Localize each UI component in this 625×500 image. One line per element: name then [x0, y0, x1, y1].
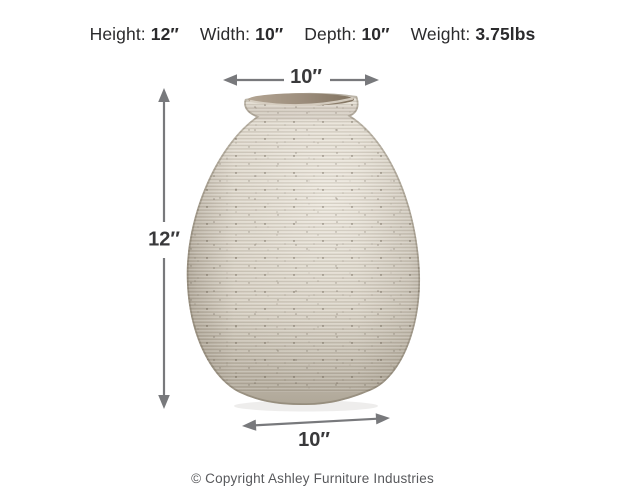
spec-depth-label: Depth: — [304, 24, 357, 44]
height-dimension-label: 12″ — [148, 228, 180, 251]
vase-ground-shadow — [234, 400, 378, 412]
spec-depth-value: 10″ — [361, 24, 390, 44]
depth-dimension-label: 10″ — [298, 429, 330, 451]
depth-arrow-bottom — [242, 413, 390, 431]
vase-rim-front-edge — [249, 97, 354, 107]
spec-height: Height: 12″ — [90, 24, 179, 45]
spec-width-label: Width: — [199, 24, 251, 44]
width-dimension-label: 10″ — [290, 66, 322, 88]
spec-line: Height: 12″ Width: 10″ Depth: 10″ Weight… — [0, 24, 625, 45]
spec-width-value: 10″ — [255, 24, 284, 44]
width-arrow-top — [223, 74, 379, 86]
spec-weight: Weight: 3.75lbs — [411, 24, 536, 45]
spec-height-label: Height: — [89, 24, 146, 44]
vase-photo — [186, 92, 421, 412]
spec-width: Width: 10″ — [200, 24, 283, 45]
spec-weight-value: 3.75lbs — [475, 24, 536, 44]
spec-weight-label: Weight: — [410, 24, 471, 44]
spec-depth: Depth: 10″ — [304, 24, 389, 45]
spec-height-value: 12″ — [150, 24, 179, 44]
height-arrow-left — [158, 88, 170, 409]
copyright-text: © Copyright Ashley Furniture Industries — [191, 471, 434, 486]
